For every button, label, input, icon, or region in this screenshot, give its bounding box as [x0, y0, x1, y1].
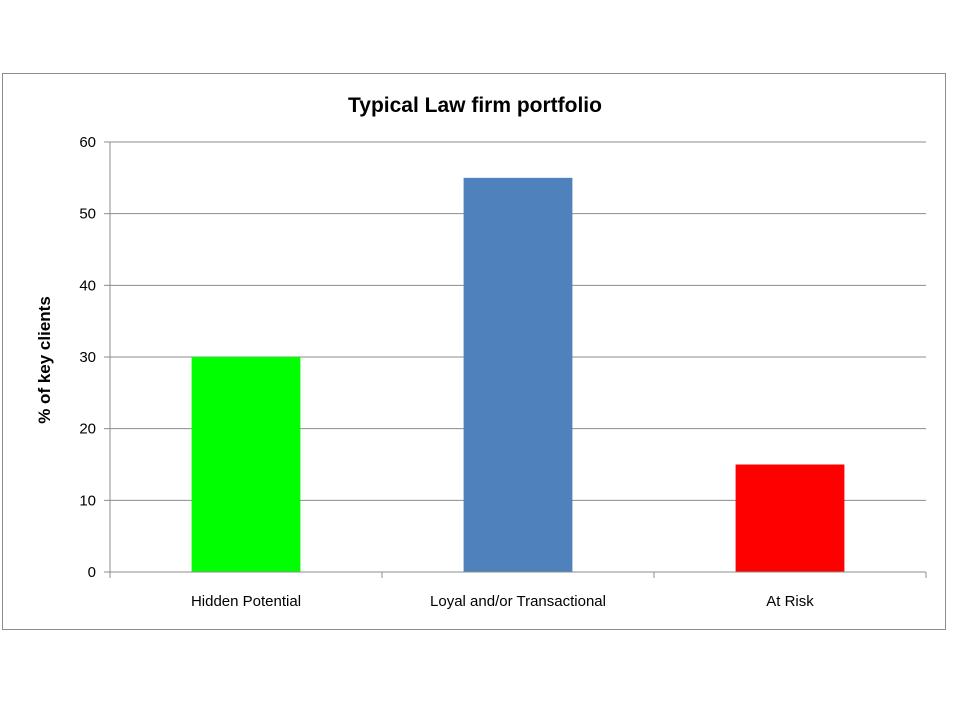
y-tick-label: 40: [79, 277, 96, 294]
x-category-label: Hidden Potential: [191, 593, 301, 610]
x-axis-labels: Hidden Potential Loyal and/or Transaction…: [191, 593, 814, 610]
chart-title: Typical Law firm portfolio: [348, 94, 602, 117]
axes: [109, 142, 927, 578]
y-tick-label: 30: [79, 349, 96, 366]
y-axis-ticks: 0 10 20 30 40 50 60: [79, 134, 110, 581]
y-tick-label: 50: [79, 206, 96, 223]
bar: [463, 177, 573, 572]
x-category-label: At Risk: [766, 593, 814, 610]
bar: [735, 464, 845, 572]
bar: [191, 357, 301, 572]
y-tick-label: 60: [79, 134, 96, 151]
y-tick-label: 10: [79, 492, 96, 509]
chart-frame: Typical Law firm portfolio % of key clie…: [2, 73, 946, 630]
bar-chart: Typical Law firm portfolio % of key clie…: [35, 94, 927, 610]
y-tick-label: 20: [79, 421, 96, 438]
y-axis-label: % of key clients: [35, 296, 54, 424]
y-tick-label: 0: [88, 564, 96, 581]
bars: [191, 177, 845, 572]
x-category-label: Loyal and/or Transactional: [430, 593, 606, 610]
